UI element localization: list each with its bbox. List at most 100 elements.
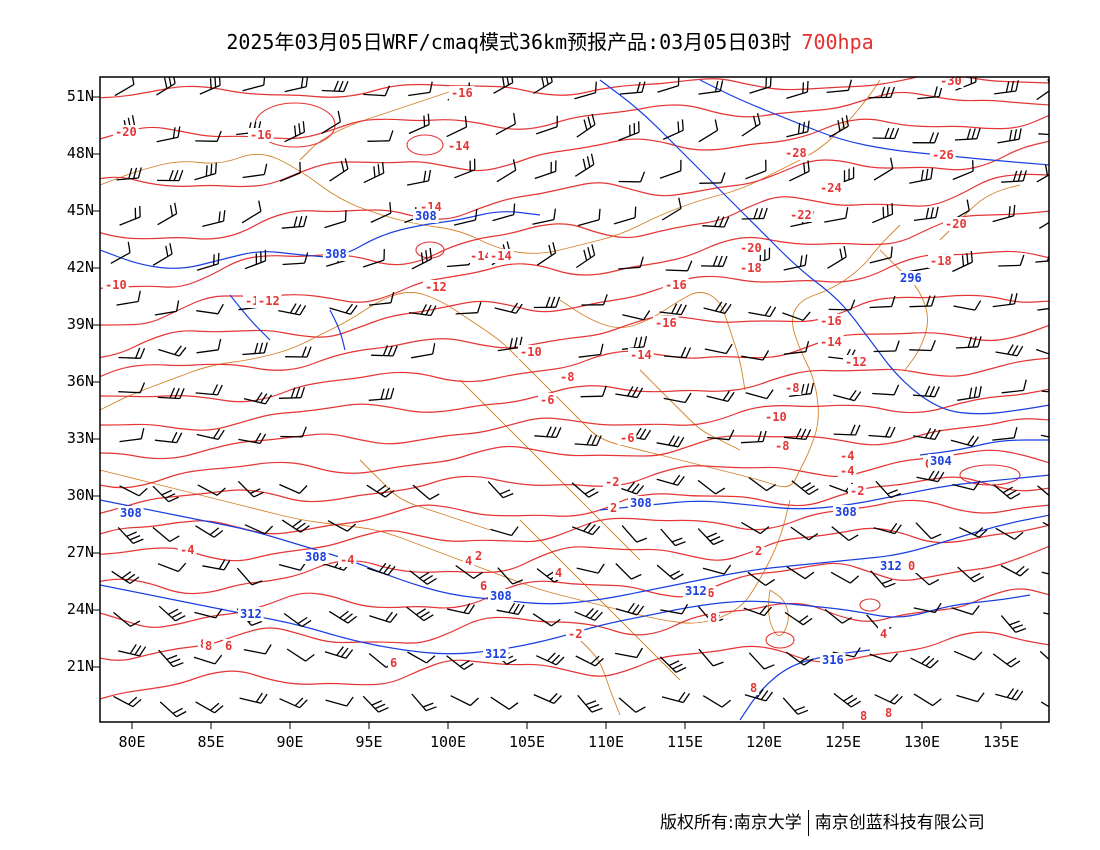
wind-barb xyxy=(412,484,440,500)
wind-barb-flag xyxy=(635,706,646,713)
temperature-label: -14 xyxy=(630,348,652,362)
wind-barb xyxy=(782,311,811,321)
wind-barb-shaft xyxy=(874,694,895,705)
wind-barb-shaft xyxy=(370,212,392,223)
border-line xyxy=(519,519,681,681)
temperature-label-bg xyxy=(608,501,620,515)
wind-barb xyxy=(327,520,357,532)
wind-barb-shaft xyxy=(114,83,135,97)
wind-barb-flag xyxy=(682,693,691,703)
wind-barb-flag xyxy=(511,526,519,536)
temperature-label-bg xyxy=(883,706,895,720)
wind-barb-flag xyxy=(934,386,940,397)
wind-barb-shaft xyxy=(706,395,729,403)
wind-barb-shaft xyxy=(536,655,557,666)
wind-barb-flag xyxy=(337,110,342,122)
wind-barb-flag xyxy=(301,346,307,358)
wind-barb-flag xyxy=(1060,125,1064,135)
wind-barb xyxy=(283,612,312,628)
height-labels: 308 308 296 308 308 308 308 312 312 312 312 316 304 3… xyxy=(118,209,954,667)
wind-barb-flag xyxy=(294,697,304,707)
height-label: 296 xyxy=(900,271,922,285)
temperature-labels: -16-20 -16-14-14-14-14-12-12-10-30-28 -26-… xyxy=(103,77,969,722)
wind-barb-shaft xyxy=(743,607,765,617)
wind-barb-flag xyxy=(1050,163,1052,174)
wind-barb-flag xyxy=(263,77,266,86)
wind-barb-flag xyxy=(425,250,428,262)
wind-barb-shaft xyxy=(322,562,345,571)
wind-barb-flag xyxy=(121,571,132,579)
wind-barb xyxy=(196,428,225,441)
wind-barb-flag xyxy=(550,426,557,438)
wind-barb-flag xyxy=(502,77,505,88)
wind-barb-shaft xyxy=(873,168,894,181)
wind-barb-flag xyxy=(129,535,141,541)
wind-barb-flag xyxy=(260,393,268,404)
wind-barb-flag xyxy=(371,700,383,706)
wind-barb-flag xyxy=(804,254,808,266)
wind-barb-flag xyxy=(423,574,434,582)
latitude-ticks xyxy=(93,96,100,668)
wind-barb-shaft xyxy=(621,525,638,543)
wind-barb-flag xyxy=(251,620,263,627)
wind-barb-shaft xyxy=(656,442,679,448)
wind-barb-flag xyxy=(1015,690,1024,701)
wind-barb-flag xyxy=(752,115,757,127)
wind-barb-flag xyxy=(138,487,148,497)
wind-barb-flag xyxy=(845,115,849,127)
wind-barb-flag xyxy=(168,77,172,87)
wind-barb-shaft xyxy=(157,563,179,573)
wind-barb xyxy=(868,426,896,438)
wind-barb-flag xyxy=(805,383,810,395)
wind-barb-shaft xyxy=(571,526,593,536)
wind-barb-flag xyxy=(174,202,178,214)
wind-barb-flag xyxy=(377,164,380,176)
wind-barb-flag xyxy=(515,303,523,314)
wind-barb-flag xyxy=(344,158,349,170)
wind-barb-shaft xyxy=(661,207,682,221)
wind-barb xyxy=(1001,170,1027,183)
temperature-label-bg xyxy=(818,181,844,195)
longitude-ticks xyxy=(131,722,1002,729)
wind-barb xyxy=(111,570,140,585)
wind-barb xyxy=(490,696,519,710)
wind-barb xyxy=(118,644,147,657)
wind-barb-shaft xyxy=(782,697,799,715)
wind-barb-shaft xyxy=(278,397,302,399)
wind-barb xyxy=(872,127,900,140)
wind-barb-flag xyxy=(214,162,217,174)
wind-barb-flag xyxy=(1008,206,1011,218)
wind-barb xyxy=(664,346,692,359)
temperature-label: -4 xyxy=(180,543,194,557)
wind-barb-shaft xyxy=(916,476,939,483)
wind-barb-flag xyxy=(420,252,424,264)
wind-barb-shaft xyxy=(362,259,385,268)
wind-barb-shaft xyxy=(368,397,391,401)
temperature-label: -22 xyxy=(790,208,812,222)
wind-barb xyxy=(659,303,687,316)
wind-barb xyxy=(368,291,395,306)
wind-barb-flag xyxy=(973,576,985,583)
wind-barb-flag xyxy=(476,302,482,313)
wind-barb-shaft xyxy=(279,698,300,709)
wind-barb-flag xyxy=(255,392,263,402)
wind-barb-flag xyxy=(254,342,259,354)
wind-barb-flag xyxy=(303,215,308,227)
wind-barb-shaft xyxy=(786,566,806,580)
wind-barb xyxy=(741,521,770,535)
wind-barb xyxy=(578,343,604,358)
border-line xyxy=(100,292,541,411)
wind-barb-shaft xyxy=(406,180,429,186)
wind-barb xyxy=(783,428,812,441)
lon-label: 135E xyxy=(982,733,1020,751)
wind-barb-shaft xyxy=(118,650,140,657)
wind-barb-flag xyxy=(1018,128,1022,140)
wind-barb-shaft xyxy=(533,694,555,704)
wind-barb-flag xyxy=(293,216,298,228)
wind-barb xyxy=(325,696,354,707)
lon-label: 100E xyxy=(429,733,467,751)
wind-barb xyxy=(909,340,936,352)
wind-barb-shaft xyxy=(1041,390,1049,393)
wind-barb-flag xyxy=(889,523,898,533)
wind-barb-shaft xyxy=(702,225,725,228)
